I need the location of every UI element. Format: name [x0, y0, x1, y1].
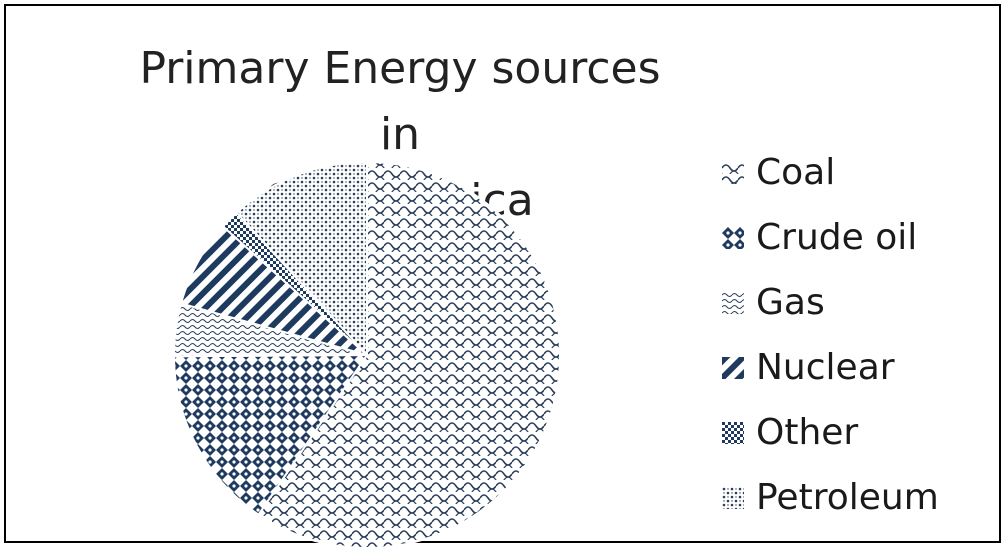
- legend-item-gas: Gas: [722, 270, 992, 335]
- legend-swatch-petroleum: [722, 486, 744, 509]
- legend-label-petroleum: Petroleum: [756, 477, 939, 518]
- legend-label-nuclear: Nuclear: [756, 347, 895, 388]
- legend-item-nuclear: Nuclear: [722, 335, 992, 400]
- legend-swatch-crude-oil: [722, 226, 744, 249]
- legend-label-other: Other: [756, 412, 859, 453]
- legend-item-other: Other: [722, 400, 992, 465]
- legend-swatch-nuclear: [722, 356, 744, 379]
- legend-label-coal: Coal: [756, 152, 836, 193]
- legend-swatch-coal: [722, 161, 744, 184]
- pie-slice-crude-oil: [172, 353, 369, 517]
- legend-swatch-other: [722, 421, 744, 444]
- pie-slices: [172, 160, 561, 547]
- chart-legend: Coal Crude oil Gas Nuclear Other Petrole…: [722, 140, 992, 530]
- pie-slice-petroleum: [235, 160, 368, 358]
- chart-title-line-1: Primary Energy sources in: [139, 43, 661, 160]
- legend-item-crude-oil: Crude oil: [722, 205, 992, 270]
- legend-label-crude-oil: Crude oil: [756, 217, 918, 258]
- legend-swatch-gas: [722, 291, 744, 314]
- legend-item-coal: Coal: [722, 140, 992, 205]
- pie-slice-coal: [257, 160, 561, 547]
- legend-label-gas: Gas: [756, 282, 825, 323]
- legend-item-petroleum: Petroleum: [722, 465, 992, 530]
